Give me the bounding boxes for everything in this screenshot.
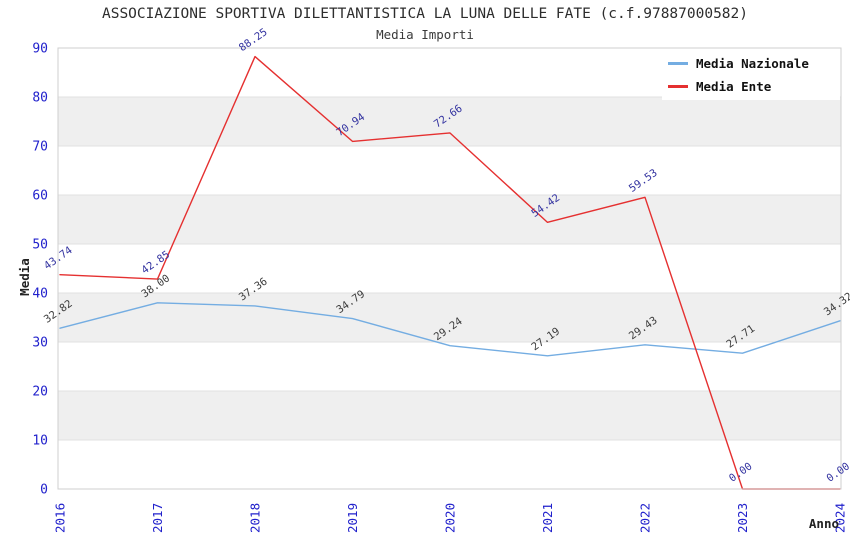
legend-swatch-media-ente bbox=[668, 85, 688, 88]
series-line-media-nazionale bbox=[59, 302, 841, 357]
x-tick-label: 2020 bbox=[443, 503, 458, 533]
alt-shade-band bbox=[58, 391, 841, 440]
y-axis-title: Media bbox=[17, 258, 32, 296]
chart-title: ASSOCIAZIONE SPORTIVA DILETTANTISTICA LA… bbox=[101, 6, 748, 22]
legend-label: Media Nazionale bbox=[696, 56, 809, 71]
y-tick-label: 60 bbox=[32, 189, 48, 204]
legend-item-media-ente: Media Ente bbox=[668, 79, 840, 94]
y-tick-label: 80 bbox=[32, 91, 48, 106]
alt-shade-band bbox=[58, 195, 841, 244]
value-label-media-ente: 88.25 bbox=[237, 26, 270, 54]
x-tick-label: 2016 bbox=[53, 503, 68, 533]
legend-item-media-nazionale: Media Nazionale bbox=[668, 56, 840, 71]
legend: Media Nazionale Media Ente bbox=[662, 50, 840, 100]
y-tick-label: 70 bbox=[32, 140, 48, 155]
x-tick-label: 2019 bbox=[345, 503, 360, 533]
x-tick-label: 2024 bbox=[833, 503, 848, 533]
y-tick-label: 20 bbox=[32, 385, 48, 400]
y-tick-label: 90 bbox=[32, 42, 48, 57]
y-tick-label: 0 bbox=[40, 483, 48, 498]
x-tick-label: 2018 bbox=[248, 503, 263, 533]
x-tick-label: 2022 bbox=[638, 503, 653, 533]
series-line-media-ente bbox=[59, 55, 841, 490]
y-tick-label: 40 bbox=[32, 287, 48, 302]
legend-label: Media Ente bbox=[696, 79, 772, 94]
x-axis-title: Anno bbox=[809, 516, 839, 531]
legend-swatch-media-nazionale bbox=[668, 62, 688, 65]
alt-shade-band bbox=[58, 293, 841, 342]
value-label-media-ente: 59.53 bbox=[627, 167, 660, 195]
chart-subtitle: Media Importi bbox=[376, 27, 474, 42]
x-tick-label: 2021 bbox=[540, 503, 555, 533]
y-tick-label: 50 bbox=[32, 238, 48, 253]
x-tick-label: 2017 bbox=[150, 503, 165, 533]
x-tick-label: 2023 bbox=[735, 503, 750, 533]
value-label-media-ente: 42.85 bbox=[139, 249, 172, 277]
value-label-media-ente: 0.00 bbox=[824, 460, 850, 484]
y-tick-label: 30 bbox=[32, 336, 48, 351]
y-tick-label: 10 bbox=[32, 434, 48, 449]
alt-shade-band bbox=[58, 97, 841, 146]
plot-frame bbox=[57, 47, 842, 490]
value-label-media-ente: 0.00 bbox=[727, 460, 755, 484]
